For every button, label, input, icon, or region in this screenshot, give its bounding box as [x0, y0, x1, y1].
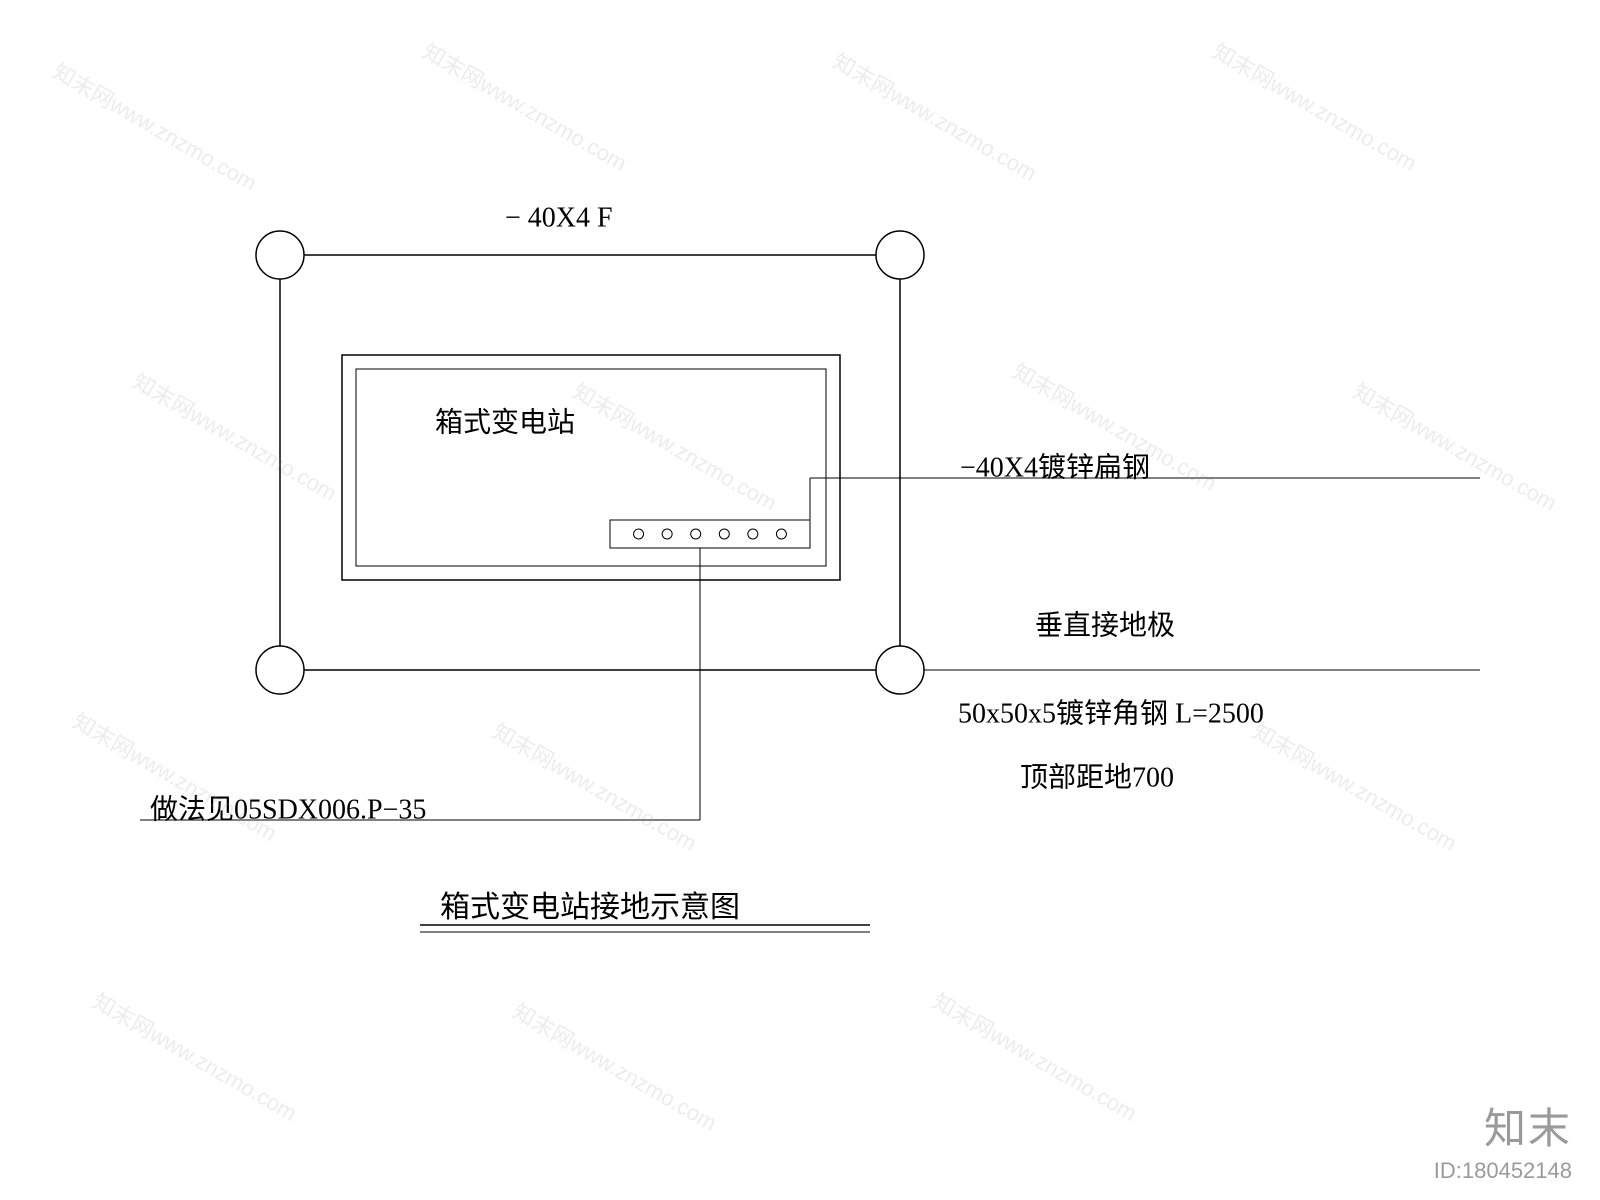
electrode-node-1 [876, 231, 924, 279]
drawing-title: 箱式变电站接地示意图 [440, 891, 740, 924]
substation-label: 箱式变电站 [435, 406, 575, 438]
watermark-brand: 知末 [1434, 1095, 1572, 1156]
electrode-label-0: 垂直接地极 [1035, 609, 1175, 641]
electrode-node-0 [256, 231, 304, 279]
flat-steel-label: −40X4镀锌扁钢 [960, 451, 1150, 483]
method-label: 做法见05SDX006.P−35 [150, 793, 426, 825]
flat-steel-top-label: − 40X4 F [505, 202, 613, 233]
electrode-node-2 [256, 646, 304, 694]
watermark-id: ID:180452148 [1434, 1158, 1572, 1184]
grounding-schematic-drawing: 箱式变电站 − 40X4 F −40X4镀锌扁钢垂直接地极 50x50x5镀锌角钢 L… [0, 0, 1600, 1200]
electrode-label-1: 50x50x5镀锌角钢 L=2500 [958, 697, 1264, 729]
watermark-brand-block: 知末 ID:180452148 [1434, 1095, 1572, 1184]
electrode-node-3 [876, 646, 924, 694]
electrode-label-2: 顶部距地700 [1020, 761, 1174, 793]
